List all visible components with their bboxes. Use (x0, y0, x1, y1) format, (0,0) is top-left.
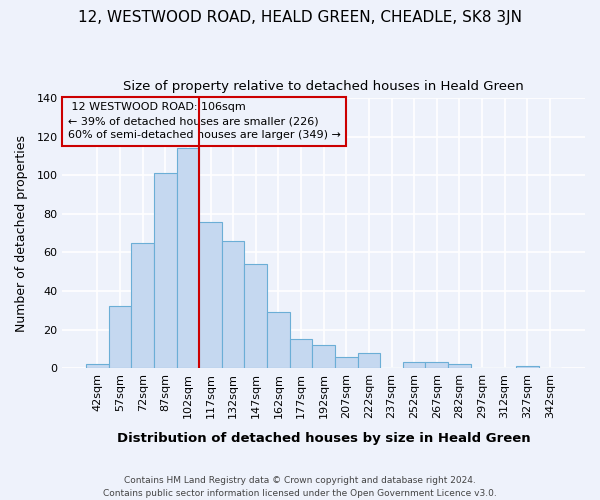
Y-axis label: Number of detached properties: Number of detached properties (15, 134, 28, 332)
Bar (222, 241, 244, 368)
Bar (131, 243, 154, 368)
Bar (199, 222, 222, 368)
Text: Contains HM Land Registry data © Crown copyright and database right 2024.
Contai: Contains HM Land Registry data © Crown c… (103, 476, 497, 498)
Text: 12 WESTWOOD ROAD: 106sqm 
← 39% of detached houses are smaller (226)
60% of semi: 12 WESTWOOD ROAD: 106sqm ← 39% of detach… (68, 102, 340, 141)
Bar (154, 174, 176, 368)
Bar (267, 312, 290, 368)
Bar (335, 356, 358, 368)
Text: 12, WESTWOOD ROAD, HEALD GREEN, CHEADLE, SK8 3JN: 12, WESTWOOD ROAD, HEALD GREEN, CHEADLE,… (78, 10, 522, 25)
Bar (290, 339, 313, 368)
Bar (448, 364, 471, 368)
Bar (358, 352, 380, 368)
Bar (86, 364, 109, 368)
Bar (425, 362, 448, 368)
Bar (516, 366, 539, 368)
X-axis label: Distribution of detached houses by size in Heald Green: Distribution of detached houses by size … (117, 432, 530, 445)
Bar (244, 264, 267, 368)
Bar (313, 345, 335, 368)
Title: Size of property relative to detached houses in Heald Green: Size of property relative to detached ho… (123, 80, 524, 93)
Bar (109, 306, 131, 368)
Bar (176, 148, 199, 368)
Bar (403, 362, 425, 368)
